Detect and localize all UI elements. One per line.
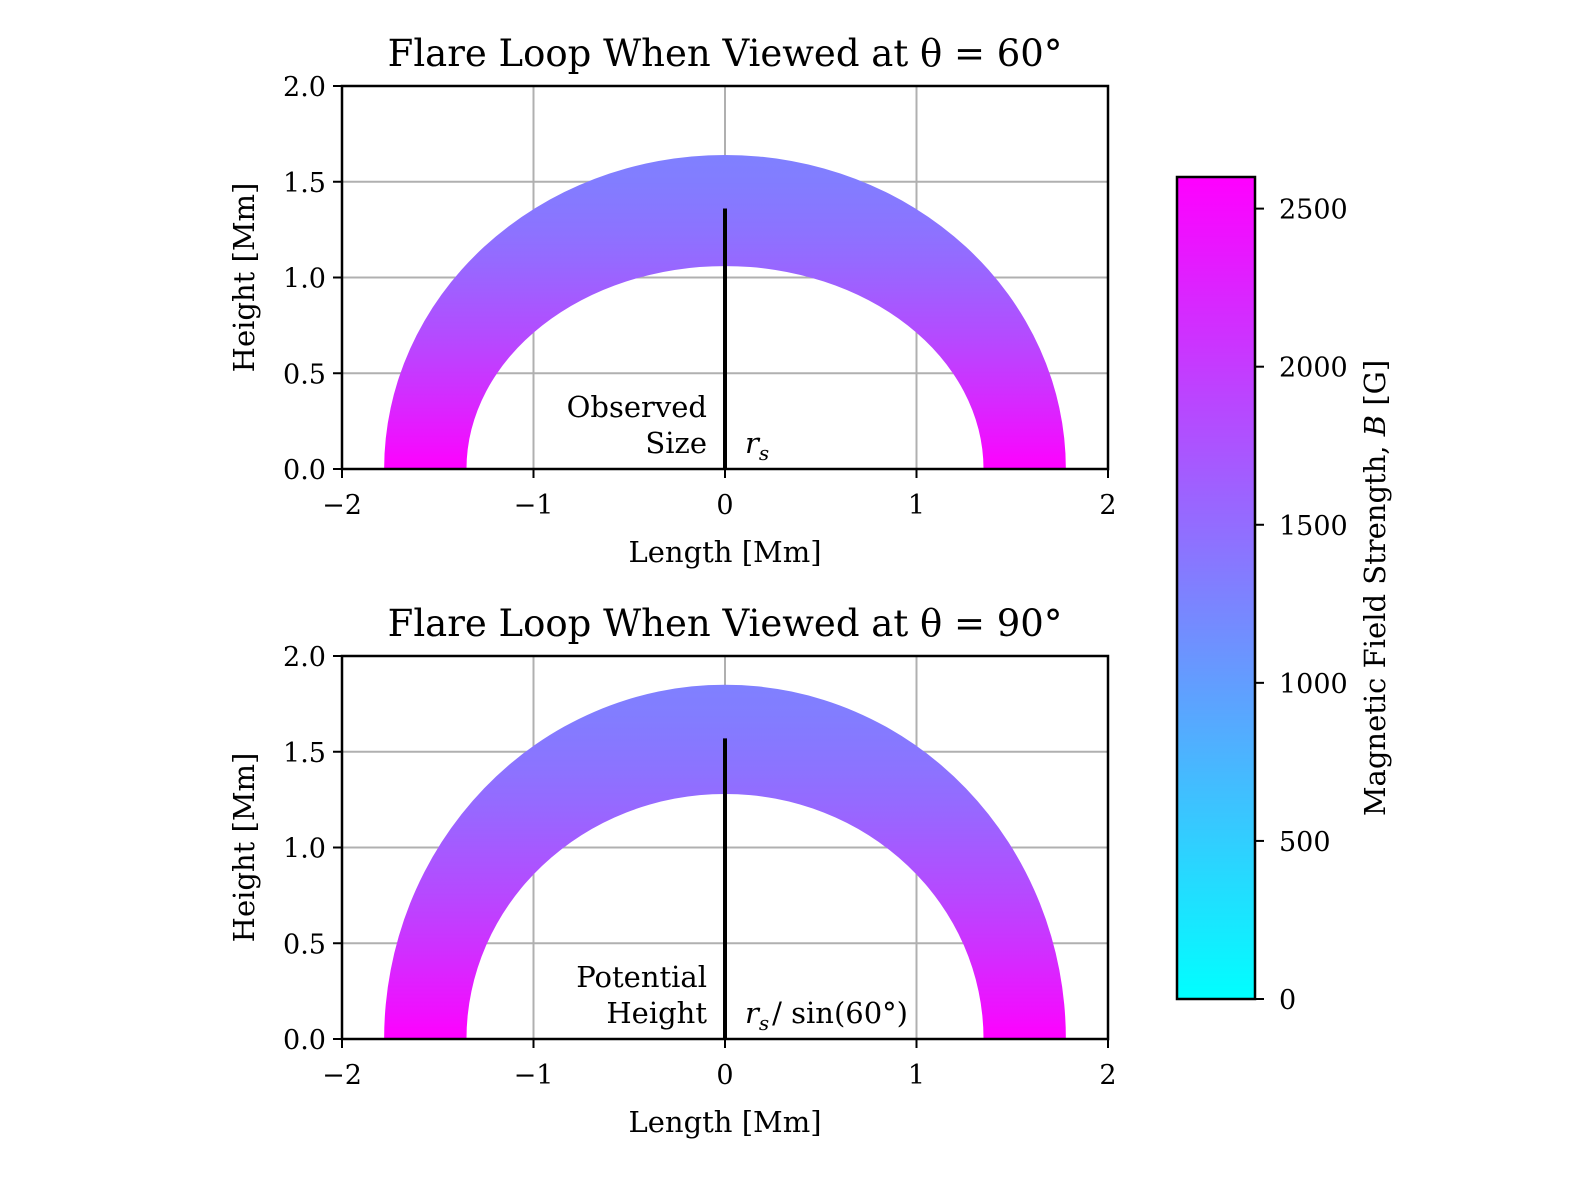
x-tick-label: −2 <box>322 1060 362 1091</box>
panel-1: Flare Loop When Viewed at θ = 60° Observe… <box>227 32 1117 569</box>
annotation-formula: rs / sin(60°) <box>745 996 908 1035</box>
x-tick-label: 0 <box>716 1060 733 1091</box>
x-tick-label: −1 <box>514 1060 554 1091</box>
annotation-label: Observed Size <box>567 390 707 460</box>
panel-2: Flare Loop When Viewed at θ = 90° Potenti… <box>227 602 1117 1139</box>
colorbar-tick-label: 2500 <box>1279 195 1348 226</box>
x-tick-label: 2 <box>1099 1060 1116 1091</box>
flare-loop <box>384 154 1066 470</box>
flare-loop <box>384 684 1066 1039</box>
annotation-label: Potential Height <box>576 960 707 1030</box>
x-tick-label: −1 <box>514 490 554 521</box>
y-tick-label: 0.0 <box>283 455 326 486</box>
colorbar-tick-label: 1000 <box>1279 669 1348 700</box>
colorbar-frame <box>1175 175 1257 1001</box>
colorbar-tick-label: 500 <box>1279 827 1331 858</box>
y-tick-label: 1.0 <box>283 264 326 295</box>
chart-title: Flare Loop When Viewed at θ = 60° <box>388 32 1063 75</box>
x-tick-label: 1 <box>908 490 925 521</box>
y-tick-label: 2.0 <box>283 642 326 673</box>
y-tick-label: 1.5 <box>283 168 326 199</box>
y-axis-label: Height [Mm] <box>227 183 261 373</box>
x-axis-label: Length [Mm] <box>628 1105 821 1139</box>
y-tick-label: 1.5 <box>283 738 326 769</box>
chart-title: Flare Loop When Viewed at θ = 90° <box>388 602 1063 645</box>
annotation-formula: rs <box>745 426 769 465</box>
y-tick-label: 2.0 <box>283 72 326 103</box>
colorbar <box>1177 177 1255 999</box>
colorbar-label: Magnetic Field Strength, B [G] <box>1358 360 1392 816</box>
colorbar-tick-label: 1500 <box>1279 511 1348 542</box>
y-tick-label: 0.0 <box>283 1025 326 1056</box>
x-tick-label: 2 <box>1099 490 1116 521</box>
y-axis-label: Height [Mm] <box>227 753 261 943</box>
x-tick-label: 1 <box>908 1060 925 1091</box>
x-tick-label: −2 <box>322 490 362 521</box>
y-tick-label: 0.5 <box>283 359 326 390</box>
x-tick-label: 0 <box>716 490 733 521</box>
x-axis-label: Length [Mm] <box>628 535 821 569</box>
colorbar-tick-label: 0 <box>1279 985 1296 1016</box>
y-tick-label: 1.0 <box>283 834 326 865</box>
y-tick-label: 0.5 <box>283 929 326 960</box>
colorbar-tick-label: 2000 <box>1279 353 1348 384</box>
